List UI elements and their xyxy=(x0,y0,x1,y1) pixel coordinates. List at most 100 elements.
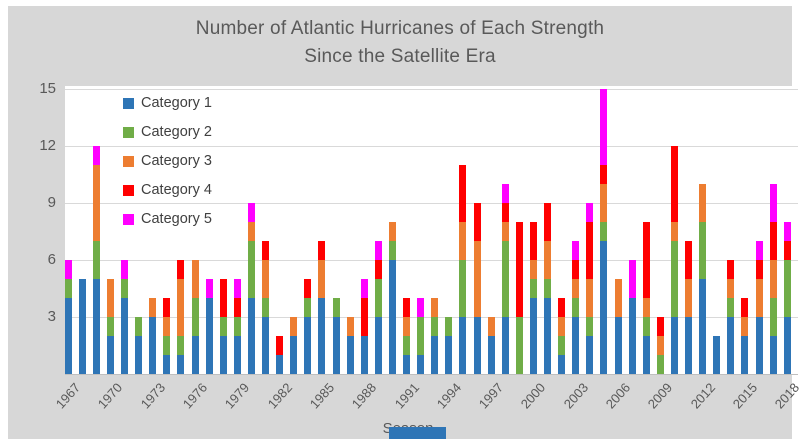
bar-2014-segment-category-3[interactable] xyxy=(727,279,735,298)
bar-2006[interactable] xyxy=(614,279,622,374)
bar-2010[interactable] xyxy=(670,146,678,374)
bar-1990-segment-category-2[interactable] xyxy=(388,241,396,260)
bar-2002-segment-category-4[interactable] xyxy=(558,298,566,317)
bar-2016-segment-category-3[interactable] xyxy=(755,279,763,317)
bar-1991-segment-category-4[interactable] xyxy=(403,298,411,317)
bar-2016-segment-category-4[interactable] xyxy=(755,260,763,279)
bar-2002-segment-category-1[interactable] xyxy=(558,355,566,374)
bar-1984-segment-category-4[interactable] xyxy=(304,279,312,298)
bar-2009-segment-category-2[interactable] xyxy=(656,355,664,374)
bar-1980-segment-category-3[interactable] xyxy=(247,222,255,241)
bar-1982-segment-category-4[interactable] xyxy=(276,336,284,355)
bar-1992-segment-category-2[interactable] xyxy=(417,317,425,355)
bar-1992[interactable] xyxy=(417,298,425,374)
bar-2011-segment-category-3[interactable] xyxy=(685,279,692,317)
bar-1987-segment-category-1[interactable] xyxy=(346,336,354,374)
bar-1971-segment-category-5[interactable] xyxy=(121,260,129,279)
bar-2001[interactable] xyxy=(544,203,552,374)
bar-1994-segment-category-2[interactable] xyxy=(445,317,453,336)
bar-2015-segment-category-4[interactable] xyxy=(741,298,749,317)
bar-2014-segment-category-1[interactable] xyxy=(727,317,735,374)
bar-2018-segment-category-2[interactable] xyxy=(783,260,791,317)
bar-2016[interactable] xyxy=(755,241,763,374)
bar-1975[interactable] xyxy=(177,260,185,374)
bar-2018[interactable] xyxy=(783,222,791,374)
bar-2017-segment-category-3[interactable] xyxy=(769,260,777,298)
bar-2007-segment-category-1[interactable] xyxy=(628,298,636,374)
bar-2000[interactable] xyxy=(529,222,537,374)
bar-2014-segment-category-2[interactable] xyxy=(727,298,735,317)
bar-1999-segment-category-4[interactable] xyxy=(515,222,523,317)
bar-1989-segment-category-4[interactable] xyxy=(374,260,382,279)
bar-2013[interactable] xyxy=(713,336,721,374)
bar-1975-segment-category-3[interactable] xyxy=(177,279,185,336)
bar-1993-segment-category-1[interactable] xyxy=(431,336,439,374)
bar-1985-segment-category-3[interactable] xyxy=(318,260,326,298)
bar-1972-segment-category-1[interactable] xyxy=(135,336,143,374)
bar-1984[interactable] xyxy=(304,279,312,374)
bar-2011-segment-category-1[interactable] xyxy=(685,317,692,374)
bar-1998[interactable] xyxy=(501,184,509,374)
bar-1967-segment-category-1[interactable] xyxy=(64,298,72,374)
bar-1975-segment-category-2[interactable] xyxy=(177,336,185,355)
bar-1983[interactable] xyxy=(290,317,298,374)
bar-2015[interactable] xyxy=(741,298,749,374)
bar-1995-segment-category-1[interactable] xyxy=(459,317,467,374)
bar-2001-segment-category-2[interactable] xyxy=(544,279,552,298)
bar-1970-segment-category-3[interactable] xyxy=(106,279,114,317)
bar-1978-segment-category-2[interactable] xyxy=(219,317,227,336)
bar-1995-segment-category-4[interactable] xyxy=(459,165,467,222)
bar-2000-segment-category-4[interactable] xyxy=(529,222,537,260)
bar-1973-segment-category-1[interactable] xyxy=(149,317,157,374)
bar-2004[interactable] xyxy=(586,203,594,374)
bar-1976-segment-category-2[interactable] xyxy=(191,298,199,336)
bar-1969-segment-category-3[interactable] xyxy=(92,165,100,241)
bar-1972[interactable] xyxy=(135,317,143,374)
bar-1991-segment-category-2[interactable] xyxy=(403,336,411,355)
bar-1996[interactable] xyxy=(473,203,481,374)
bar-1993-segment-category-2[interactable] xyxy=(431,317,439,336)
bar-1988-segment-category-4[interactable] xyxy=(360,298,368,336)
bar-1968[interactable] xyxy=(78,279,86,374)
bar-2016-segment-category-5[interactable] xyxy=(755,241,763,260)
bar-2014[interactable] xyxy=(727,260,735,374)
bar-2000-segment-category-2[interactable] xyxy=(529,279,537,298)
bar-1992-segment-category-5[interactable] xyxy=(417,298,425,317)
bar-2007[interactable] xyxy=(628,260,636,374)
bar-2008-segment-category-1[interactable] xyxy=(642,336,650,374)
bar-1969-segment-category-2[interactable] xyxy=(92,241,100,279)
bar-1979-segment-category-2[interactable] xyxy=(233,317,241,336)
bar-1967-segment-category-2[interactable] xyxy=(64,279,72,298)
bar-1996-segment-category-1[interactable] xyxy=(473,317,481,374)
bar-1969[interactable] xyxy=(92,146,100,374)
bar-1982-segment-category-1[interactable] xyxy=(276,355,284,374)
bar-1975-segment-category-1[interactable] xyxy=(177,355,185,374)
bar-1995-segment-category-2[interactable] xyxy=(459,260,467,317)
bar-1982[interactable] xyxy=(276,336,284,374)
bar-2011-segment-category-4[interactable] xyxy=(685,241,692,279)
bar-1969-segment-category-1[interactable] xyxy=(92,279,100,374)
bar-1997[interactable] xyxy=(487,317,495,374)
bar-1998-segment-category-1[interactable] xyxy=(501,317,509,374)
bar-1981-segment-category-1[interactable] xyxy=(262,317,270,374)
bar-1972-segment-category-2[interactable] xyxy=(135,317,143,336)
bar-2009-segment-category-4[interactable] xyxy=(656,317,664,336)
bar-1977-segment-category-1[interactable] xyxy=(205,298,213,374)
bar-1980-segment-category-2[interactable] xyxy=(247,241,255,298)
bar-2001-segment-category-3[interactable] xyxy=(544,241,552,279)
bar-2006-segment-category-3[interactable] xyxy=(614,279,622,317)
bar-2012-segment-category-1[interactable] xyxy=(699,279,707,374)
bar-1968-segment-category-1[interactable] xyxy=(78,279,86,374)
bar-1989-segment-category-2[interactable] xyxy=(374,279,382,317)
bar-1986[interactable] xyxy=(332,298,340,374)
bar-1998-segment-category-4[interactable] xyxy=(501,203,509,222)
bar-2002-segment-category-3[interactable] xyxy=(558,317,566,336)
bar-2005[interactable] xyxy=(600,89,608,374)
bar-1991-segment-category-1[interactable] xyxy=(403,355,411,374)
legend-item-category-5[interactable]: Category 5 xyxy=(123,211,212,227)
bar-2017-segment-category-4[interactable] xyxy=(769,222,777,260)
bar-1994-segment-category-1[interactable] xyxy=(445,336,453,374)
bar-2018-segment-category-5[interactable] xyxy=(783,222,791,241)
bar-2005-segment-category-2[interactable] xyxy=(600,222,608,241)
bar-1997-segment-category-1[interactable] xyxy=(487,336,495,374)
